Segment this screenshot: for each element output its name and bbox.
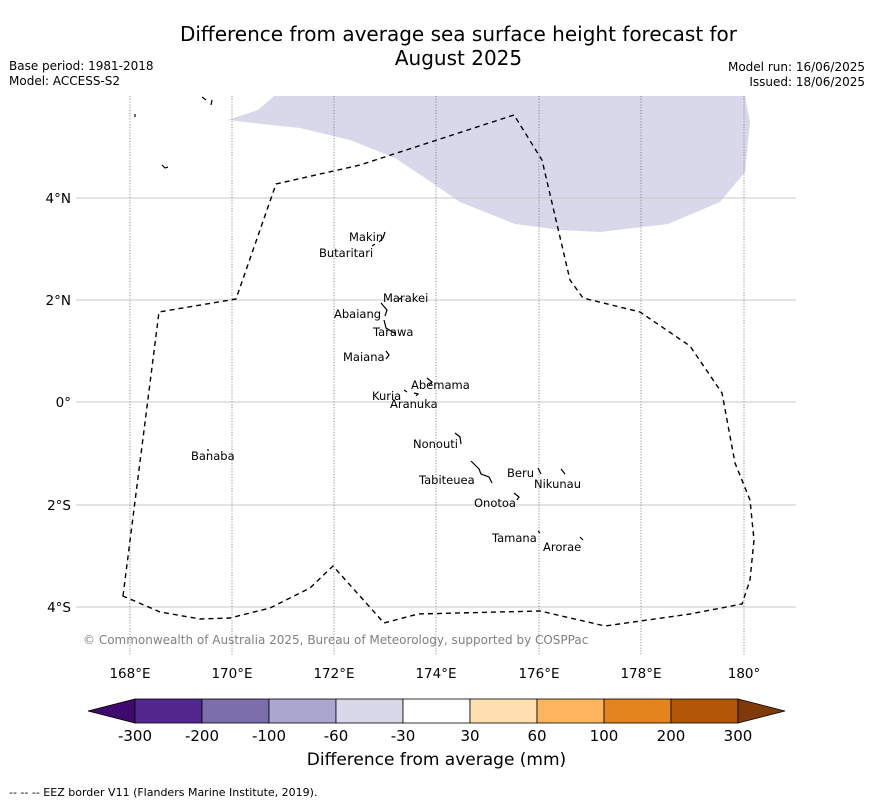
place-label-beru: Beru [507, 466, 534, 480]
place-label-maiana: Maiana [343, 350, 385, 364]
colorbar-tick-label: 200 [657, 727, 686, 745]
copyright-notice: © Commonwealth of Australia 2025, Bureau… [83, 633, 589, 647]
colorbar-bin [335, 698, 404, 724]
model-run: Model run: 16/06/2025 [727, 60, 865, 74]
place-label-tabiteuea: Tabiteuea [418, 473, 475, 487]
island-tabiteuea [470, 460, 493, 484]
title-line-1: Difference from average sea surface heig… [179, 22, 738, 46]
island-abemama [426, 377, 433, 386]
place-label-abaiang: Abaiang [334, 307, 381, 321]
place-label-tamana: Tamana [491, 531, 537, 545]
island-butaritari [371, 243, 376, 247]
colorbar-tick-label: 30 [460, 727, 479, 745]
lon-tick-label: 178°E [620, 666, 661, 682]
place-label-nonouti: Nonouti [413, 437, 458, 451]
colorbar-bin [603, 698, 672, 724]
place-label-abemama: Abemama [411, 378, 470, 392]
place-label-tarawa: Tarawa [372, 325, 413, 339]
island-mark-nw-2 [201, 96, 213, 106]
colorbar-bin [268, 698, 337, 724]
place-label-arorae: Arorae [543, 540, 581, 554]
colorbar-bin [134, 698, 203, 724]
place-label-nikunau: Nikunau [534, 477, 581, 491]
island-nikunau [560, 468, 566, 475]
colorbar-tick-label: -60 [324, 727, 349, 745]
colorbar-tick-label: -30 [391, 727, 416, 745]
lon-tick-label: 168°E [109, 666, 150, 682]
colorbar-tick-label: -200 [185, 727, 219, 745]
lat-tick-labels: 4°N 2°N 0° 2°S 4°S [46, 191, 71, 616]
colorbar-bin [469, 698, 538, 724]
island-beru [537, 467, 542, 475]
place-label-kuria: Kuria [372, 389, 401, 403]
place-label-aranuka: Aranuka [390, 397, 438, 411]
eez-footnote: -- -- -- EEZ border V11 (Flanders Marine… [9, 786, 318, 799]
ssh-anomaly-region [228, 96, 750, 232]
island-mark-nw-3 [161, 164, 169, 169]
colorbar-tick-label: 300 [724, 727, 753, 745]
colorbar-extend-low [87, 698, 136, 724]
base-period: Base period: 1981-2018 [9, 59, 154, 73]
island-aranuka [413, 392, 420, 397]
meta-left: Base period: 1981-2018 Model: ACCESS-S2 [9, 59, 154, 89]
place-label-banaba: Banaba [191, 449, 235, 463]
island-arorae [579, 536, 584, 541]
title-line-2: August 2025 [394, 46, 523, 70]
colorbar-bin [201, 698, 270, 724]
lon-tick-label: 172°E [313, 666, 354, 682]
lon-tick-labels: 168°E 170°E 172°E 174°E 176°E 178°E 180° [109, 666, 760, 682]
meta-right: Model run: 16/06/2025 Issued: 18/06/2025 [728, 60, 865, 90]
colorbar-tick-label: -100 [252, 727, 286, 745]
island-onotoa [513, 492, 520, 501]
island-outlines [134, 96, 584, 541]
place-label-marakei: Marakei [383, 291, 428, 305]
colorbar: -300 -200 -100 -60 -30 30 60 100 200 300 [87, 698, 786, 745]
model-name: Model: ACCESS-S2 [9, 74, 121, 88]
lat-tick-label: 2°N [46, 293, 71, 309]
place-label-butaritari: Butaritari [319, 246, 373, 260]
chart-title: Difference from average sea surface heig… [0, 22, 873, 70]
place-labels: Makin Butaritari Marakei Abaiang Tarawa … [191, 230, 581, 554]
lon-gridlines [129, 96, 745, 656]
lat-tick-label: 4°N [46, 191, 71, 207]
lon-tick-label: 180° [728, 666, 761, 682]
lon-tick-label: 176°E [518, 666, 559, 682]
colorbar-tick-label: -300 [118, 727, 152, 745]
lat-tick-label: 0° [56, 395, 71, 411]
colorbar-label: Difference from average (mm) [306, 750, 567, 770]
colorbar-tick-label: 60 [527, 727, 546, 745]
colorbar-tick-labels: -300 -200 -100 -60 -30 30 60 100 200 300 [118, 727, 752, 745]
island-nonouti [454, 432, 462, 445]
lon-tick-label: 174°E [415, 666, 456, 682]
lat-tick-label: 4°S [47, 600, 71, 616]
colorbar-bin [670, 698, 739, 724]
island-tamana [537, 530, 541, 534]
map-panel [76, 96, 796, 656]
island-abaiang [380, 302, 388, 317]
place-label-onotoa: Onotoa [474, 496, 516, 510]
colorbar-extend-high [737, 698, 786, 724]
lat-tick-label: 2°S [47, 498, 71, 514]
colorbar-tick-label: 100 [590, 727, 619, 745]
colorbar-bin [536, 698, 605, 724]
issued-date: Issued: 18/06/2025 [749, 75, 865, 89]
island-makin [378, 231, 386, 243]
colorbar-bin [402, 698, 471, 724]
eez-border [122, 114, 755, 627]
island-maiana [385, 350, 390, 360]
island-tarawa [383, 319, 397, 335]
place-label-makin: Makin [349, 230, 383, 244]
lon-tick-label: 170°E [211, 666, 252, 682]
island-marakei [398, 297, 403, 300]
island-kuria [403, 389, 408, 393]
